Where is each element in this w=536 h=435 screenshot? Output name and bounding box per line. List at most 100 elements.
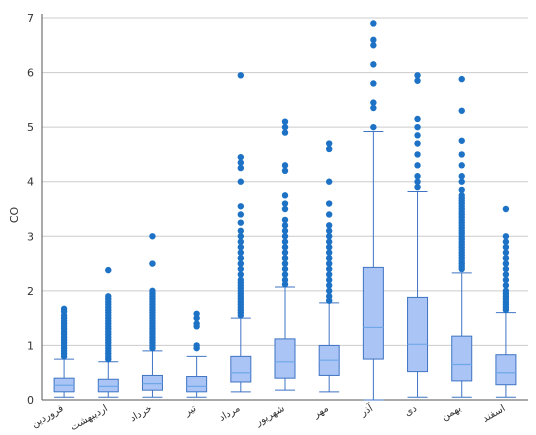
outlier-point [370, 123, 377, 131]
outlier-point [237, 276, 245, 284]
outlier-point [237, 72, 245, 79]
outlier-point [60, 305, 68, 313]
x-tick-label: اردیبهشت [69, 403, 110, 433]
y-axis-label: CO [8, 206, 21, 223]
outlier-point [325, 140, 333, 147]
outlier-point [325, 233, 333, 240]
outlier-point [193, 342, 200, 349]
outlier-point [458, 192, 465, 199]
outlier-point [502, 254, 510, 262]
iqr-box [451, 335, 473, 382]
outlier-point [458, 75, 465, 83]
outlier-point [105, 293, 112, 300]
outlier-point [149, 260, 156, 267]
outlier-point [281, 276, 289, 284]
outlier-point [281, 162, 289, 169]
outlier-point [370, 104, 377, 112]
x-tick-label: تیر [182, 403, 198, 419]
outlier-point [458, 107, 465, 114]
outlier-point [281, 167, 289, 174]
outlier-point [414, 183, 421, 191]
outlier-point [237, 249, 245, 256]
outlier-point [325, 276, 333, 284]
outlier-point [237, 265, 245, 273]
axes [41, 14, 528, 401]
outlier-point [325, 254, 333, 262]
outlier-point [325, 222, 333, 229]
outlier-point [502, 276, 510, 284]
box-1 [53, 305, 75, 398]
iqr-box [407, 296, 429, 373]
outlier-point [502, 249, 510, 256]
outlier-point [502, 287, 510, 295]
outlier-point [502, 260, 510, 267]
y-tick-label: 5 [27, 121, 34, 134]
outlier-point [237, 227, 245, 235]
x-tick-label: بهمن [440, 403, 464, 423]
outlier-point [502, 233, 510, 240]
outlier-point [502, 238, 510, 245]
box-5 [230, 72, 252, 393]
iqr-box [230, 355, 252, 383]
box-8 [362, 20, 384, 401]
outlier-point [281, 192, 289, 199]
outlier-point [281, 254, 289, 262]
y-tick-label: 1 [27, 339, 34, 352]
y-tick-label: 2 [27, 285, 34, 298]
box-series [53, 20, 517, 401]
outlier-point [325, 249, 333, 256]
box-4 [186, 310, 208, 398]
outlier-point [237, 260, 245, 267]
outlier-point [281, 129, 289, 136]
outlier-point [281, 244, 289, 251]
box-6 [274, 118, 296, 391]
outlier-point [193, 310, 200, 317]
y-tick-label: 0 [27, 394, 34, 407]
outlier-point [237, 238, 245, 245]
outlier-point [370, 80, 377, 87]
x-tick-label: آذر [357, 401, 376, 419]
outlier-point [414, 162, 421, 169]
x-tick-label: دی [403, 403, 419, 419]
outlier-point [281, 260, 289, 267]
outlier-point [502, 244, 510, 251]
y-tick-label: 3 [27, 230, 34, 243]
outlier-point [325, 260, 333, 267]
outlier-point [414, 115, 421, 123]
outlier-point [325, 244, 333, 251]
outlier-point [237, 271, 245, 278]
outlier-point [414, 173, 421, 180]
y-tick-label: 4 [27, 176, 34, 189]
outlier-point [281, 249, 289, 256]
outlier-point [414, 132, 421, 139]
x-tick-label: مرداد [217, 403, 242, 424]
outlier-point [370, 42, 377, 49]
x-tick-label: خرداد [128, 403, 154, 424]
iqr-box [97, 378, 119, 393]
outlier-point [325, 287, 333, 295]
outlier-point [237, 164, 245, 172]
outlier-point [414, 72, 421, 79]
outlier-point [281, 216, 289, 224]
outlier-point [325, 145, 333, 153]
outlier-point [281, 227, 289, 235]
box-2 [97, 266, 119, 398]
outlier-point [325, 178, 333, 185]
outlier-point [458, 178, 465, 185]
outlier-point [370, 99, 377, 106]
outlier-point [237, 203, 245, 210]
outlier-point [370, 61, 377, 68]
outlier-point [237, 178, 245, 185]
outlier-point [414, 123, 421, 131]
x-tick-label: شهریور [253, 403, 286, 429]
outlier-point [458, 173, 465, 180]
outlier-point [237, 159, 245, 166]
iqr-box [274, 338, 296, 379]
outlier-point [325, 227, 333, 235]
outlier-point [502, 282, 510, 289]
outlier-point [281, 200, 289, 207]
outlier-point [237, 211, 245, 218]
outlier-point [325, 282, 333, 289]
x-tick-label: اسفند [481, 403, 508, 425]
